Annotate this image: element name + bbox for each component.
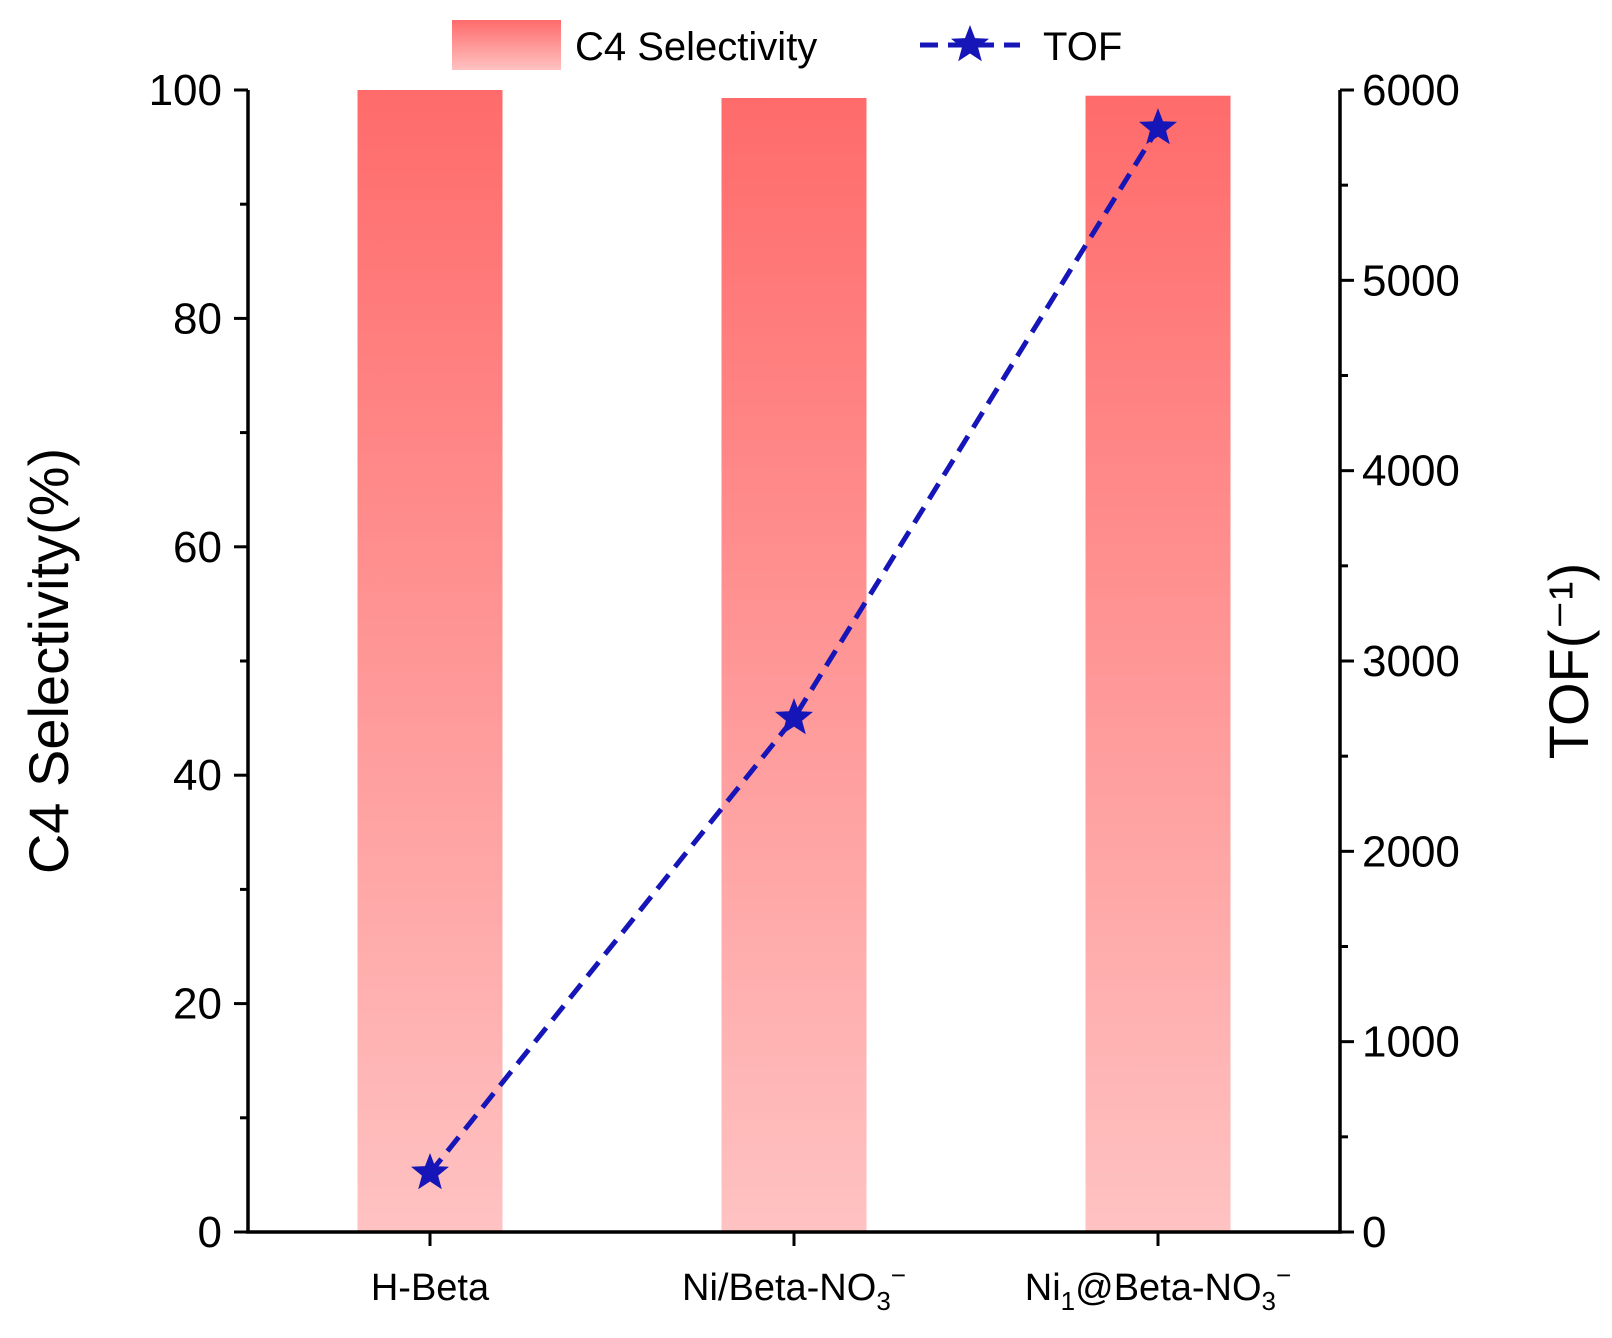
bar-1 — [357, 90, 503, 1232]
right-tick-label: 0 — [1362, 1208, 1386, 1257]
left-axis-title: C4 Selectivity(%) — [17, 448, 80, 874]
bar-3 — [1085, 95, 1231, 1233]
tof-star-point-1 — [411, 1153, 449, 1190]
right-tick-label: 6000 — [1362, 66, 1460, 115]
legend-line-label: TOF — [1043, 25, 1122, 69]
right-tick-label: 2000 — [1362, 827, 1460, 876]
legend: C4 Selectivity TOF — [452, 20, 1122, 70]
right-axis-title: TOF(⁻¹) — [1537, 563, 1600, 759]
bar-series — [357, 90, 1231, 1233]
legend-bar-label: C4 Selectivity — [575, 25, 817, 69]
x-category-label: Ni1@Beta-NO3− — [1025, 1260, 1291, 1316]
left-axis-ticks: 0 20 40 60 80 100 — [149, 66, 248, 1257]
tof-star-point-3 — [1139, 108, 1177, 145]
tof-star-point-2 — [775, 698, 813, 735]
x-category-label: Ni/Beta-NO3− — [682, 1260, 906, 1316]
left-tick-label: 80 — [173, 294, 222, 343]
legend-bar-swatch — [452, 20, 561, 70]
left-tick-label: 40 — [173, 751, 222, 800]
right-tick-label: 1000 — [1362, 1018, 1460, 1067]
right-tick-label: 5000 — [1362, 256, 1460, 305]
left-tick-label: 0 — [198, 1208, 222, 1257]
bar-2 — [721, 97, 867, 1232]
right-tick-label: 3000 — [1362, 637, 1460, 686]
left-tick-label: 20 — [173, 980, 222, 1029]
tof-series — [411, 108, 1177, 1190]
tof-line — [428, 126, 1161, 1175]
left-tick-label: 60 — [173, 523, 222, 572]
left-tick-label: 100 — [149, 66, 222, 115]
right-tick-label: 4000 — [1362, 447, 1460, 496]
x-axis-ticks: H-Beta Ni/Beta-NO3− Ni1@Beta-NO3− — [371, 1232, 1291, 1316]
x-category-label: H-Beta — [371, 1267, 490, 1309]
right-axis-ticks: 0 1000 2000 3000 4000 5000 6000 — [1340, 66, 1460, 1257]
legend-star-marker — [951, 25, 989, 62]
